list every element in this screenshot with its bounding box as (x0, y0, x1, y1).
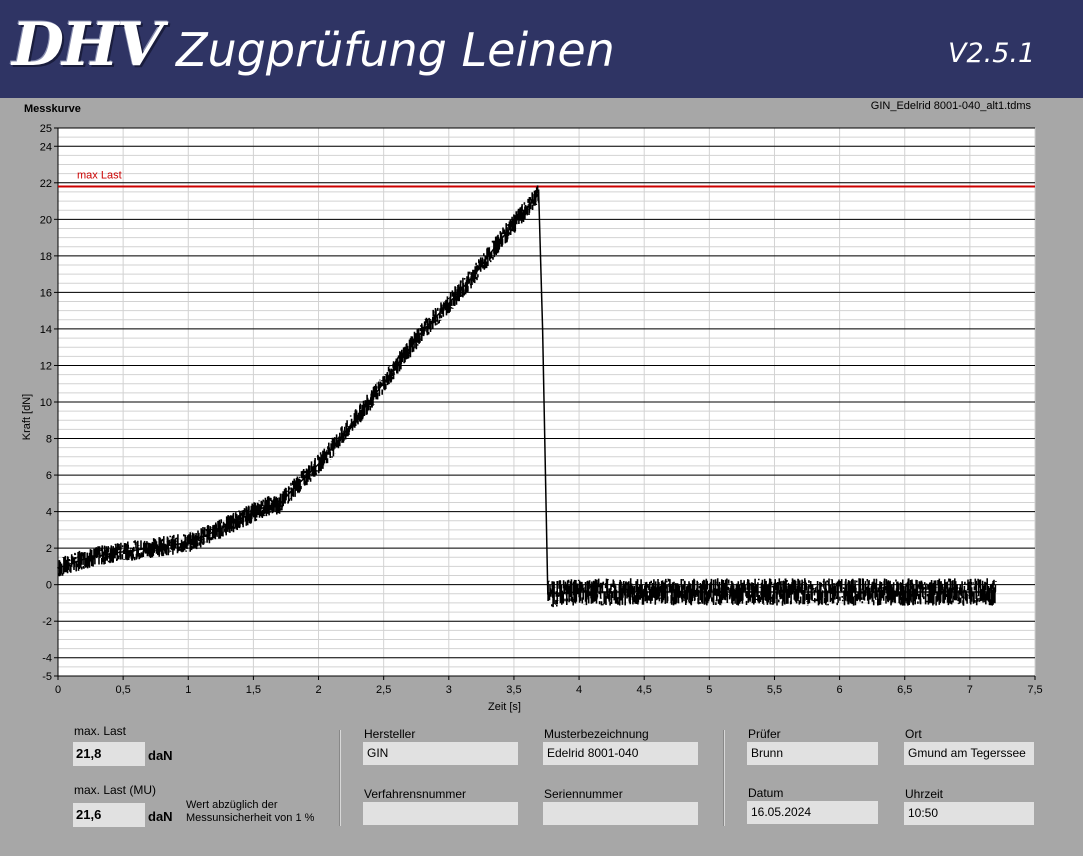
serien-field[interactable] (543, 802, 698, 825)
hersteller-field[interactable]: GIN (363, 742, 518, 765)
mu-note-line2: Messunsicherheit von 1 % (186, 812, 315, 824)
y-tick-label: 14 (40, 324, 52, 336)
x-tick-label: 5,5 (767, 684, 782, 696)
muster-field[interactable]: Edelrid 8001-040 (543, 742, 698, 765)
y-tick-label: 22 (40, 178, 52, 190)
x-tick-label: 2,5 (376, 684, 391, 696)
x-tick-label: 1,5 (246, 684, 261, 696)
datum-label: Datum (748, 786, 784, 800)
y-tick-label: 12 (40, 360, 52, 372)
verfahren-field[interactable] (363, 802, 518, 825)
plot-title: Messkurve (24, 103, 81, 115)
y-tick-label: 0 (46, 580, 52, 592)
max-load-mu-value: 21,6 (73, 803, 145, 827)
x-tick-label: 7,5 (1027, 684, 1042, 696)
y-tick-label: 6 (46, 470, 52, 482)
max-load-mu-unit: daN (148, 809, 173, 824)
x-tick-label: 2 (315, 684, 321, 696)
datum-field[interactable]: 16.05.2024 (747, 801, 878, 824)
uhrzeit-field[interactable]: 10:50 (904, 802, 1034, 825)
serien-label: Seriennummer (544, 787, 623, 801)
hersteller-label: Hersteller (364, 727, 416, 741)
muster-label: Musterbezeichnung (544, 727, 649, 741)
x-tick-label: 1 (185, 684, 191, 696)
version-label: V2.5.1 (948, 38, 1036, 69)
max-load-value: 21,8 (73, 742, 145, 766)
x-tick-label: 3 (446, 684, 452, 696)
x-tick-label: 5 (706, 684, 712, 696)
y-tick-label: 8 (46, 434, 52, 446)
x-tick-label: 0,5 (115, 684, 130, 696)
y-tick-label: 2 (46, 543, 52, 555)
y-tick-label: 4 (46, 507, 52, 519)
x-tick-label: 4,5 (637, 684, 652, 696)
y-tick-label: 18 (40, 251, 52, 263)
y-tick-label: 25 (40, 123, 52, 135)
series-noise-band (57, 185, 997, 608)
x-axis-label: Zeit [s] (488, 701, 521, 713)
app-header: DHV Zugprüfung Leinen V2.5.1 (0, 0, 1083, 98)
mu-note: Wert abzüglich der Messunsicherheit von … (186, 799, 314, 825)
y-tick-label: 24 (40, 141, 52, 153)
max-load-unit: daN (148, 748, 173, 763)
x-tick-label: 0 (55, 684, 61, 696)
mu-note-line1: Wert abzüglich der (186, 799, 278, 811)
dhv-logo: DHV (12, 10, 163, 80)
x-tick-label: 7 (967, 684, 973, 696)
app-title: Zugprüfung Leinen (176, 23, 615, 77)
separator (339, 730, 341, 826)
max-load-label: max. Last (74, 724, 127, 738)
separator (723, 730, 725, 826)
uhrzeit-label: Uhrzeit (905, 787, 944, 801)
y-tick-label: -4 (42, 653, 52, 665)
x-tick-label: 3,5 (506, 684, 521, 696)
y-tick-label: 20 (40, 214, 52, 226)
y-tick-label: -5 (42, 671, 52, 683)
x-tick-label: 6,5 (897, 684, 912, 696)
max-load-line-label: max Last (77, 169, 122, 181)
x-tick-label: 4 (576, 684, 582, 696)
y-tick-label: 16 (40, 287, 52, 299)
x-tick-label: 6 (837, 684, 843, 696)
pruefer-label: Prüfer (748, 727, 781, 741)
y-tick-label: -2 (42, 616, 52, 628)
file-name: GIN_Edelrid 8001-040_alt1.tdms (870, 100, 1031, 112)
y-tick-label: 10 (40, 397, 52, 409)
verfahren-label: Verfahrensnummer (364, 787, 467, 801)
max-load-mu-label: max. Last (MU) (74, 783, 157, 797)
ort-field[interactable]: Gmund am Tegerssee (904, 742, 1034, 765)
y-axis-label: Kraft [dN] (21, 394, 33, 440)
pruefer-field[interactable]: Brunn (747, 742, 878, 765)
ort-label: Ort (905, 727, 922, 741)
